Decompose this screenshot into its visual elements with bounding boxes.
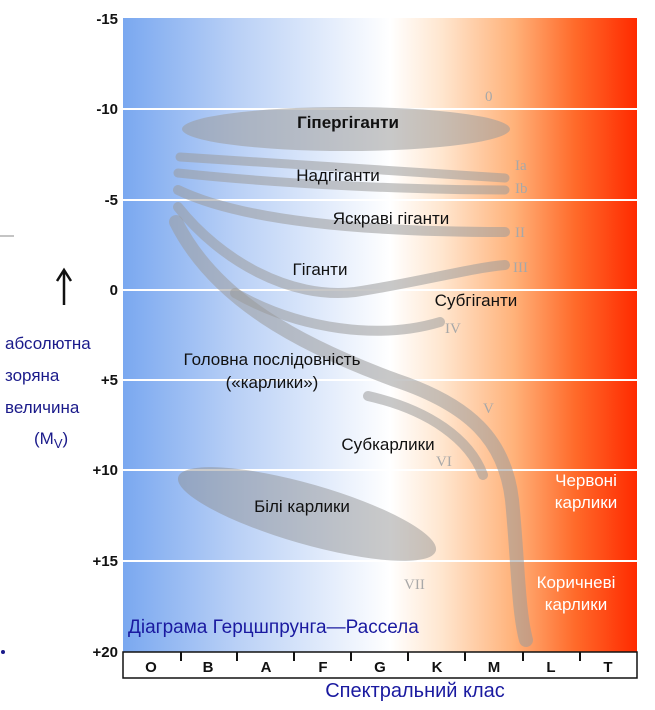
x-tick-label: K bbox=[432, 659, 443, 676]
hypergiants-label: Гіпергіганти bbox=[297, 113, 399, 132]
main-sequence-label-2: («карлики») bbox=[226, 373, 319, 392]
white-dwarfs-label: Білі карлики bbox=[254, 497, 350, 516]
lumclass-ia: Ia bbox=[515, 158, 527, 174]
y-axis-symbol: (MV) bbox=[34, 429, 68, 451]
bright-giants-label: Яскраві гіганти bbox=[333, 209, 450, 228]
y-tick-label: 0 bbox=[110, 282, 118, 299]
x-tick-label: M bbox=[488, 659, 501, 676]
y-axis-symbol-close: ) bbox=[63, 429, 69, 448]
brown-dwarfs-label-2: карлики bbox=[545, 595, 608, 614]
hypergiant-band bbox=[182, 107, 510, 151]
region-labels: Гіпергіганти Надгіганти Яскраві гіганти … bbox=[184, 113, 618, 614]
lumclass-0: 0 bbox=[485, 89, 493, 105]
lumclass-vi: VI bbox=[436, 454, 452, 470]
x-tick-label: B bbox=[203, 659, 214, 676]
main-sequence-band bbox=[169, 215, 533, 647]
x-axis-tick-labels: O B A F G K M L T bbox=[145, 659, 612, 676]
x-axis-ticks bbox=[180, 652, 581, 661]
y-axis-label-line-3: величина bbox=[5, 398, 80, 417]
x-axis-label: Спектральний клас bbox=[325, 680, 505, 702]
x-tick-label: A bbox=[261, 659, 272, 676]
red-dwarfs-label-2: карлики bbox=[555, 493, 618, 512]
giants-label: Гіганти bbox=[293, 260, 348, 279]
subdwarfs-label: Субкарлики bbox=[341, 435, 434, 454]
luminosity-class-labels: 0 Ia Ib II III IV V VI VII bbox=[404, 89, 528, 593]
y-axis-symbol-open: (M bbox=[34, 429, 54, 448]
supergiant-ia-band bbox=[175, 152, 510, 183]
supergiants-label: Надгіганти bbox=[296, 166, 380, 185]
red-dwarfs-label: Червоні bbox=[555, 471, 617, 490]
y-tick-label: +20 bbox=[93, 644, 118, 661]
white-dwarf-band bbox=[177, 467, 437, 561]
brown-dwarfs-label: Коричневі bbox=[537, 573, 616, 592]
x-tick-label: O bbox=[145, 659, 157, 676]
y-axis-ticks: -15 -10 -5 0 +5 +10 +15 +20 bbox=[93, 11, 118, 661]
diagram-caption: Діаграма Герцшпрунга—Рассела bbox=[128, 617, 419, 638]
lumclass-iii: III bbox=[513, 260, 528, 276]
y-axis-label-line-2: зоряна bbox=[5, 366, 60, 385]
lumclass-v: V bbox=[483, 401, 494, 417]
lumclass-vii: VII bbox=[404, 577, 425, 593]
lumclass-iv: IV bbox=[445, 321, 461, 337]
lumclass-ib: Ib bbox=[515, 181, 528, 197]
x-tick-label: L bbox=[546, 659, 555, 676]
x-tick-label: F bbox=[318, 659, 327, 676]
main-sequence-label: Головна послідовність bbox=[184, 350, 361, 369]
y-tick-label: +15 bbox=[93, 553, 118, 570]
x-tick-label: G bbox=[374, 659, 386, 676]
side-dot bbox=[1, 650, 5, 654]
lumclass-ii: II bbox=[515, 225, 525, 241]
subdwarf-band bbox=[363, 391, 488, 480]
subgiants-label: Субгіганти bbox=[435, 291, 518, 310]
y-tick-label: -5 bbox=[105, 192, 118, 209]
y-tick-label: +5 bbox=[101, 372, 118, 389]
up-arrow-icon bbox=[55, 267, 73, 305]
x-axis-strip bbox=[122, 651, 638, 679]
y-axis-label-line-1: абсолютна bbox=[5, 334, 91, 353]
y-tick-label: -10 bbox=[96, 101, 118, 118]
supergiant-ib-band bbox=[173, 168, 510, 195]
x-tick-label: T bbox=[603, 659, 612, 676]
bright-giant-band bbox=[173, 185, 510, 237]
y-tick-label: +10 bbox=[93, 462, 118, 479]
luminosity-bands bbox=[169, 107, 533, 647]
y-tick-label: -15 bbox=[96, 11, 118, 28]
giant-band bbox=[173, 202, 510, 298]
y-axis-symbol-sub: V bbox=[54, 436, 63, 451]
